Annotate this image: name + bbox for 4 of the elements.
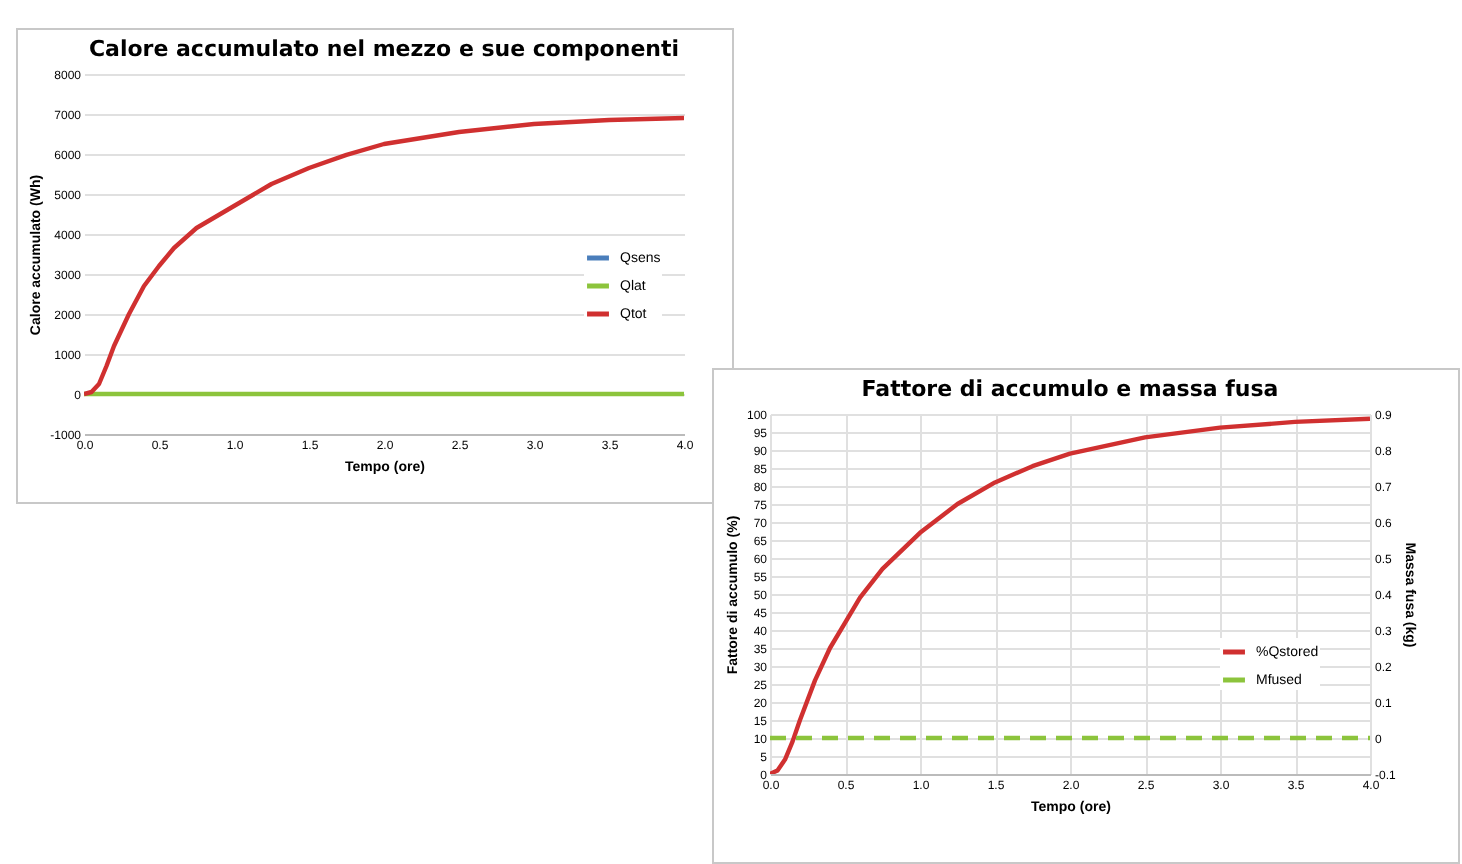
line-series [84,115,684,397]
line-series [770,416,1370,774]
chart-title: Calore accumulato nel mezzo e sue componenti [88,36,680,62]
chart-title: Fattore di accumulo e massa fusa [861,376,1279,402]
